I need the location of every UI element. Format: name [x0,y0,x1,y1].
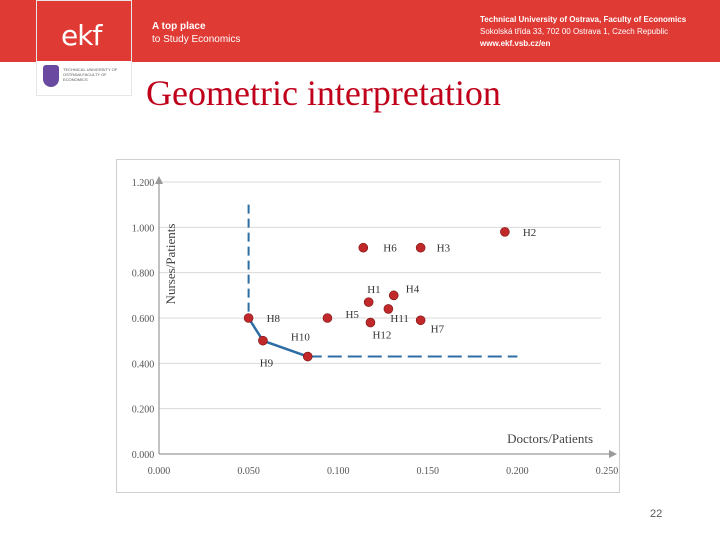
contact-line-2: Sokolská třída 33, 702 00 Ostrava 1, Cze… [480,27,669,36]
y-tick-label: 0.200 [132,405,155,416]
logo-red-panel: ekf [37,1,131,61]
data-label-h5: H5 [345,309,359,321]
data-point-h5 [322,313,333,323]
chart-frame: 0.000 0.200 0.400 0.600 0.800 1.000 1.200 0.000… [116,159,620,493]
data-label-h7: H7 [431,323,445,335]
points-layer: H2 H3 H6 H4 H1 H11 H5 H7 H12 H8 H10 H9 [243,227,536,370]
tagline-line-2: to Study Economics [152,34,241,45]
data-label-h11: H11 [390,313,409,325]
contact-line-3: www.ekf.vsb.cz/en [480,39,551,48]
data-point-h11 [383,304,394,314]
data-point-h10 [258,335,268,346]
logo-box: ekf TECHNICAL UNIVERSITY OF OSTRAVA FACU… [36,0,132,96]
x-tick-label: 0.050 [237,466,260,477]
page-number: 22 [650,508,663,520]
data-label-h9: H9 [260,358,274,370]
data-label-h4: H4 [406,283,420,295]
axis-layer: 0.000 0.200 0.400 0.600 0.800 1.000 1.200 0.000… [132,176,619,477]
x-axis-label: Doctors/Patients [507,431,593,446]
data-point-h7 [415,315,426,326]
x-tick-label: 0.100 [327,466,350,477]
y-tick-label: 1.200 [132,178,155,189]
data-label-h12: H12 [372,330,391,342]
y-tick-label: 0.000 [132,450,155,461]
tagline: A top place to Study Economics [152,20,240,46]
university-crest-icon [43,65,59,87]
data-point-h2 [500,227,510,237]
data-label-h6: H6 [383,243,397,255]
slide-title: Geometric interpretation [146,73,501,113]
data-label-h1: H1 [367,284,380,296]
y-axis-arrow-icon [155,176,163,184]
y-tick-label: 1.000 [132,223,155,234]
grid-layer [159,181,601,410]
data-point-h6 [358,242,369,253]
data-point-h8 [243,313,254,323]
x-tick-label: 0.150 [417,466,440,477]
ekf-logo: ekf [61,19,102,52]
x-tick-label: 0.000 [148,466,171,477]
y-tick-label: 0.600 [132,314,155,325]
data-point-h1 [363,297,374,307]
tagline-line-1: A top place [152,21,206,32]
data-label-h8: H8 [267,313,281,325]
y-axis-label: Nurses/Patients [163,224,178,305]
data-point-h4 [388,290,399,301]
data-label-h3: H3 [437,243,451,255]
x-tick-label: 0.250 [596,466,619,477]
contact-info: Technical University of Ostrava, Faculty… [480,14,686,50]
data-point-h9 [302,351,313,362]
data-point-h12 [365,317,376,328]
efficiency-scatter-chart: 0.000 0.200 0.400 0.600 0.800 1.000 1.200 0.000… [132,176,619,477]
y-tick-label: 0.800 [132,269,155,280]
x-tick-label: 0.200 [506,466,529,477]
contact-line-1: Technical University of Ostrava, Faculty… [480,15,687,24]
data-point-h3 [415,242,426,253]
data-label-h10: H10 [291,332,310,344]
y-tick-label: 0.400 [132,359,155,370]
university-name-small: TECHNICAL UNIVERSITY OF OSTRAVA FACULTY … [63,67,118,82]
data-label-h2: H2 [523,227,536,239]
x-axis-arrow-icon [609,450,617,458]
